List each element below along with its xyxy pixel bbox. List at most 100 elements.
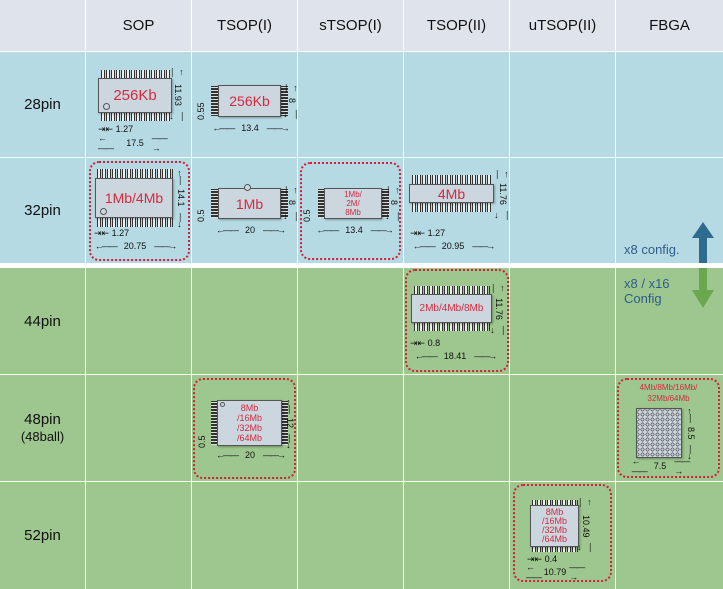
x8-config-label: x8 config. (624, 242, 680, 257)
chip-tsop1-48: 8Mb/16Mb/32Mb/64Mb (217, 400, 282, 446)
pins-icon (280, 86, 288, 116)
chip-label: 2M/ (346, 199, 360, 208)
row-header-cell (0, 268, 85, 374)
dim-pitch: 0.5 (197, 435, 207, 448)
grid-cell (510, 158, 615, 263)
chip-tsop1-32: 1Mb (218, 188, 281, 219)
pins-icon (101, 70, 171, 79)
pins-icon (101, 112, 171, 121)
dim-height: 8.5 (685, 406, 697, 460)
dim-width: 17.5 (98, 137, 172, 149)
row-label: 32pin (24, 202, 61, 219)
chip-label: /64Mb (236, 433, 262, 443)
dim-width: 13.4 (316, 224, 392, 236)
pins-icon (532, 500, 578, 506)
row-48pin: 48pin (48ball) (0, 375, 85, 481)
pin1-mark-icon (244, 184, 251, 191)
grid-cell (298, 268, 403, 374)
row-32pin: 32pin (0, 158, 85, 263)
grid-cell (510, 52, 615, 157)
grid-cell (298, 482, 403, 589)
pitch-value: 1.27 (111, 228, 130, 238)
pins-icon (382, 189, 389, 218)
pin1-mark-icon (103, 103, 110, 110)
col-tsop1: TSOP(I) (192, 0, 297, 51)
chip-label: 2Mb/4Mb/8Mb (419, 303, 484, 314)
pins-icon (97, 217, 173, 227)
pins-icon (532, 546, 578, 552)
pins-icon (318, 189, 325, 218)
chip-label: 8Mb (545, 507, 564, 517)
dim-height: 8 (286, 186, 298, 220)
row-label: 28pin (24, 96, 61, 113)
chip-label: 8Mb (345, 208, 361, 217)
arrow-up-icon (692, 222, 714, 263)
dim-height: 11.76 (493, 284, 505, 334)
chip-label: 1Mb/ (344, 190, 362, 199)
dim-pitch: ⇥⇤ 0.4 (527, 554, 558, 564)
chip-label-line: 32Mb/64Mb (647, 394, 690, 403)
chip-label: 4Mb (437, 185, 466, 202)
dim-height: 8 (388, 186, 400, 220)
pitch-value: 1.27 (115, 124, 134, 134)
dim-height: 10.49 (580, 498, 592, 554)
row-header-cell (0, 158, 85, 263)
grid-cell (616, 52, 723, 157)
dim-width: 20.75 (93, 240, 177, 252)
chip-label: /32Mb (541, 525, 567, 535)
grid-cell (404, 52, 509, 157)
pins-icon (412, 202, 492, 212)
row-label: 52pin (24, 527, 61, 544)
dim-height: 11.76 (497, 174, 509, 214)
chip-tsop2-44: 2Mb/4Mb/8Mb (411, 294, 492, 323)
row-sublabel: (48ball) (20, 429, 65, 444)
pins-icon (414, 322, 490, 331)
dim-width: 18.41 (414, 350, 496, 362)
dim-pitch: 0.5 (196, 209, 206, 222)
pins-icon (211, 86, 219, 116)
x8-x16-config-label: x8 / x16 Config (624, 276, 670, 306)
pin1-mark-icon (100, 208, 107, 215)
chip-stsop1-32: 1Mb/2M/8Mb (324, 188, 382, 219)
row-header-cell (0, 375, 85, 481)
highlight-sop32 (89, 161, 190, 261)
highlight-fbga48 (617, 378, 720, 478)
chip-label: /64Mb (541, 534, 567, 544)
pins-icon (412, 175, 492, 185)
pins-icon (414, 286, 490, 295)
dim-width: 13.4 (212, 122, 288, 134)
highlight-tsop2-44 (405, 269, 509, 372)
chip-label: /32Mb (236, 423, 262, 433)
grid-cell (298, 52, 403, 157)
dim-width: 10.79 (526, 566, 584, 578)
chip-label: /16Mb (236, 413, 262, 423)
col-utsop2: uTSOP(II) (510, 0, 615, 51)
dim-pitch: ⇥⇤ 1.27 (94, 228, 130, 238)
row-52pin: 52pin (0, 482, 85, 589)
col-tsop2: TSOP(II) (404, 0, 509, 51)
dim-height: 11.93 (172, 68, 184, 122)
grid-cell (510, 268, 615, 374)
dim-height: 8 (286, 84, 298, 118)
col-fbga: FBGA (616, 0, 723, 51)
row-header-cell (0, 482, 85, 589)
grid-cell (404, 375, 509, 481)
dim-pitch: 0.55 (196, 102, 206, 120)
row-28pin: 28pin (0, 52, 85, 157)
col-stsop1: sTSOP(I) (298, 0, 403, 51)
dim-width: 20.95 (412, 240, 494, 252)
chip-label-line: 4Mb/8Mb/16Mb/ (639, 383, 698, 392)
dim-pitch: ⇥⇤ 1.27 (98, 124, 134, 134)
row-label: 44pin (24, 312, 61, 330)
col-sop: SOP (86, 0, 191, 51)
grid-cell (192, 268, 297, 374)
row-label: 48pin (24, 411, 61, 428)
grid-cell (86, 482, 191, 589)
dim-pitch: 0.5 (302, 209, 312, 222)
pins-icon (211, 401, 218, 445)
grid-cell (404, 482, 509, 589)
pins-icon (211, 189, 219, 218)
chip-utsop2-52: 8Mb/16Mb/32Mb/64Mb (530, 505, 579, 547)
chip-fbga48 (636, 408, 682, 458)
